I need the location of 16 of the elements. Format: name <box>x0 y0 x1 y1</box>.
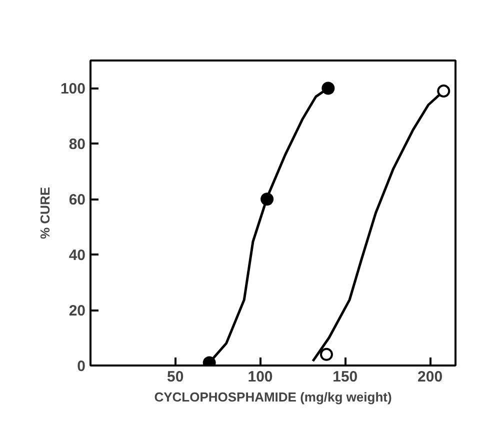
point <box>322 82 335 95</box>
y-tick-label: 20 <box>68 302 86 320</box>
point <box>437 84 450 98</box>
y-tick-label: 80 <box>68 136 86 154</box>
x-tick-label: 50 <box>167 368 184 386</box>
y-tick-label: 60 <box>68 192 86 209</box>
x-tick-label: 200 <box>418 368 443 386</box>
x-tick-label: 100 <box>248 368 273 386</box>
y-tick-label: 40 <box>68 247 86 264</box>
y-tick-label: 0 <box>77 358 86 375</box>
y-tick-label: 100 <box>60 80 86 98</box>
point <box>260 192 274 206</box>
point <box>320 348 333 361</box>
y-axis-title: % CURE <box>37 186 52 240</box>
x-tick-label: 150 <box>332 368 358 386</box>
x-axis-title: CYCLOPHOSPHAMIDE (mg/kg weight) <box>154 390 392 404</box>
